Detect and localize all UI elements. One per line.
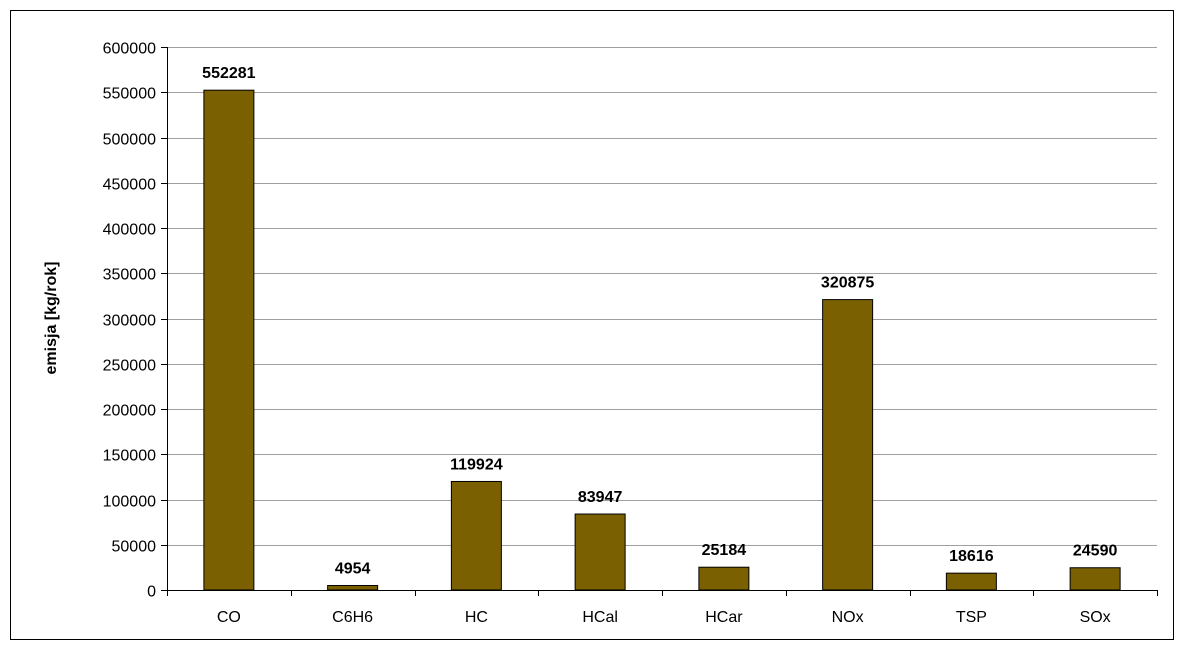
data-label: 320875 <box>821 275 874 292</box>
x-tick-label: C6H6 <box>332 609 373 626</box>
y-tick-label: 150000 <box>103 448 156 465</box>
labels: 0 50000 100000 150000 200000 250000 300000 3500… <box>103 41 1118 627</box>
data-label: 24590 <box>1073 543 1118 560</box>
x-tick-label: CO <box>217 609 241 626</box>
y-tick-label: 0 <box>147 584 156 601</box>
bar-sox <box>1069 567 1121 591</box>
bar-co <box>203 89 255 591</box>
y-tick-label: 600000 <box>103 41 156 58</box>
y-tick-label: 450000 <box>103 177 156 194</box>
y-tick-label: 550000 <box>103 86 156 103</box>
y-tick-label: 50000 <box>112 539 157 556</box>
bar-nox <box>822 299 874 591</box>
data-label: 83947 <box>578 489 623 506</box>
data-label: 119924 <box>450 456 503 473</box>
x-tick-label: HCar <box>705 609 743 626</box>
bar-tsp <box>945 572 997 591</box>
y-axis-title: emisja [kg/rok] <box>43 262 60 375</box>
data-label: 4954 <box>335 561 371 578</box>
bar-hc <box>450 480 502 591</box>
y-tick-label: 500000 <box>103 132 156 149</box>
data-label: 18616 <box>949 548 994 565</box>
x-tick-label: HC <box>465 609 488 626</box>
x-tick-label: TSP <box>956 609 987 626</box>
y-tick-label: 200000 <box>103 403 156 420</box>
x-tick-label: SOx <box>1080 609 1111 626</box>
bar-hcar <box>698 566 750 591</box>
y-tick-label: 300000 <box>103 313 156 330</box>
y-tick-label: 100000 <box>103 494 156 511</box>
y-tick-label: 250000 <box>103 358 156 375</box>
axes <box>161 47 1158 596</box>
y-tick-label: 400000 <box>103 222 156 239</box>
data-label: 552281 <box>202 65 255 82</box>
bar-hcal <box>574 513 626 591</box>
bar-c6h6 <box>327 585 379 591</box>
gridlines <box>167 47 1157 546</box>
y-tick-label: 350000 <box>103 267 156 284</box>
x-tick-label: HCal <box>582 609 618 626</box>
data-label: 25184 <box>702 542 747 559</box>
bars <box>203 89 1121 591</box>
x-tick-label: NOx <box>832 609 864 626</box>
